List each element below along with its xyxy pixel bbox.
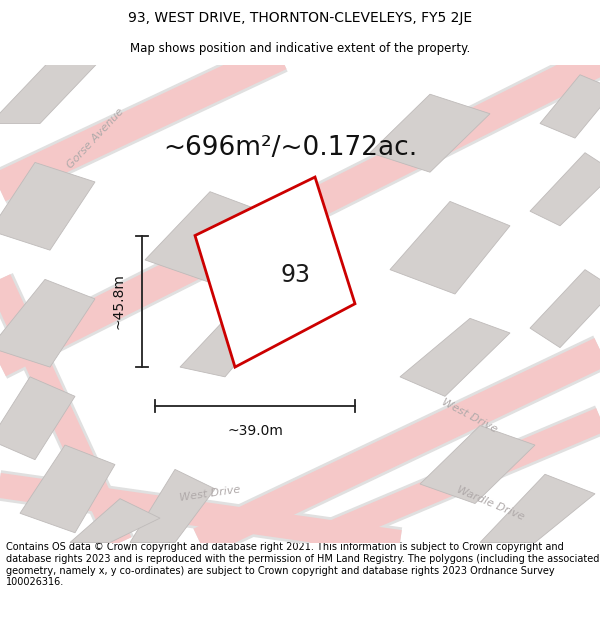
Polygon shape: [0, 55, 105, 124]
Polygon shape: [540, 75, 600, 138]
Polygon shape: [180, 309, 275, 377]
Text: ~39.0m: ~39.0m: [227, 424, 283, 438]
Polygon shape: [480, 474, 595, 542]
Text: Contains OS data © Crown copyright and database right 2021. This information is : Contains OS data © Crown copyright and d…: [6, 542, 599, 588]
Text: Map shows position and indicative extent of the property.: Map shows position and indicative extent…: [130, 42, 470, 55]
Polygon shape: [400, 318, 510, 396]
Text: 93, WEST DRIVE, THORNTON-CLEVELEYS, FY5 2JE: 93, WEST DRIVE, THORNTON-CLEVELEYS, FY5 …: [128, 11, 472, 25]
Polygon shape: [195, 177, 355, 367]
Polygon shape: [370, 94, 490, 172]
Polygon shape: [0, 162, 95, 250]
Polygon shape: [390, 201, 510, 294]
Polygon shape: [0, 279, 95, 367]
Polygon shape: [530, 152, 600, 226]
Polygon shape: [130, 469, 215, 542]
Polygon shape: [420, 426, 535, 504]
Text: 93: 93: [280, 262, 310, 286]
Text: ~696m²/~0.172ac.: ~696m²/~0.172ac.: [163, 135, 417, 161]
Text: Wardle Drive: Wardle Drive: [455, 485, 525, 522]
Polygon shape: [70, 499, 160, 542]
Text: ~45.8m: ~45.8m: [111, 273, 125, 329]
Polygon shape: [0, 377, 75, 459]
Text: Gorse Avenue: Gorse Avenue: [65, 106, 125, 170]
Polygon shape: [145, 192, 275, 284]
Polygon shape: [20, 445, 115, 532]
Text: West Drive: West Drive: [440, 397, 499, 434]
Polygon shape: [530, 269, 600, 348]
Text: West Drive: West Drive: [179, 484, 241, 503]
